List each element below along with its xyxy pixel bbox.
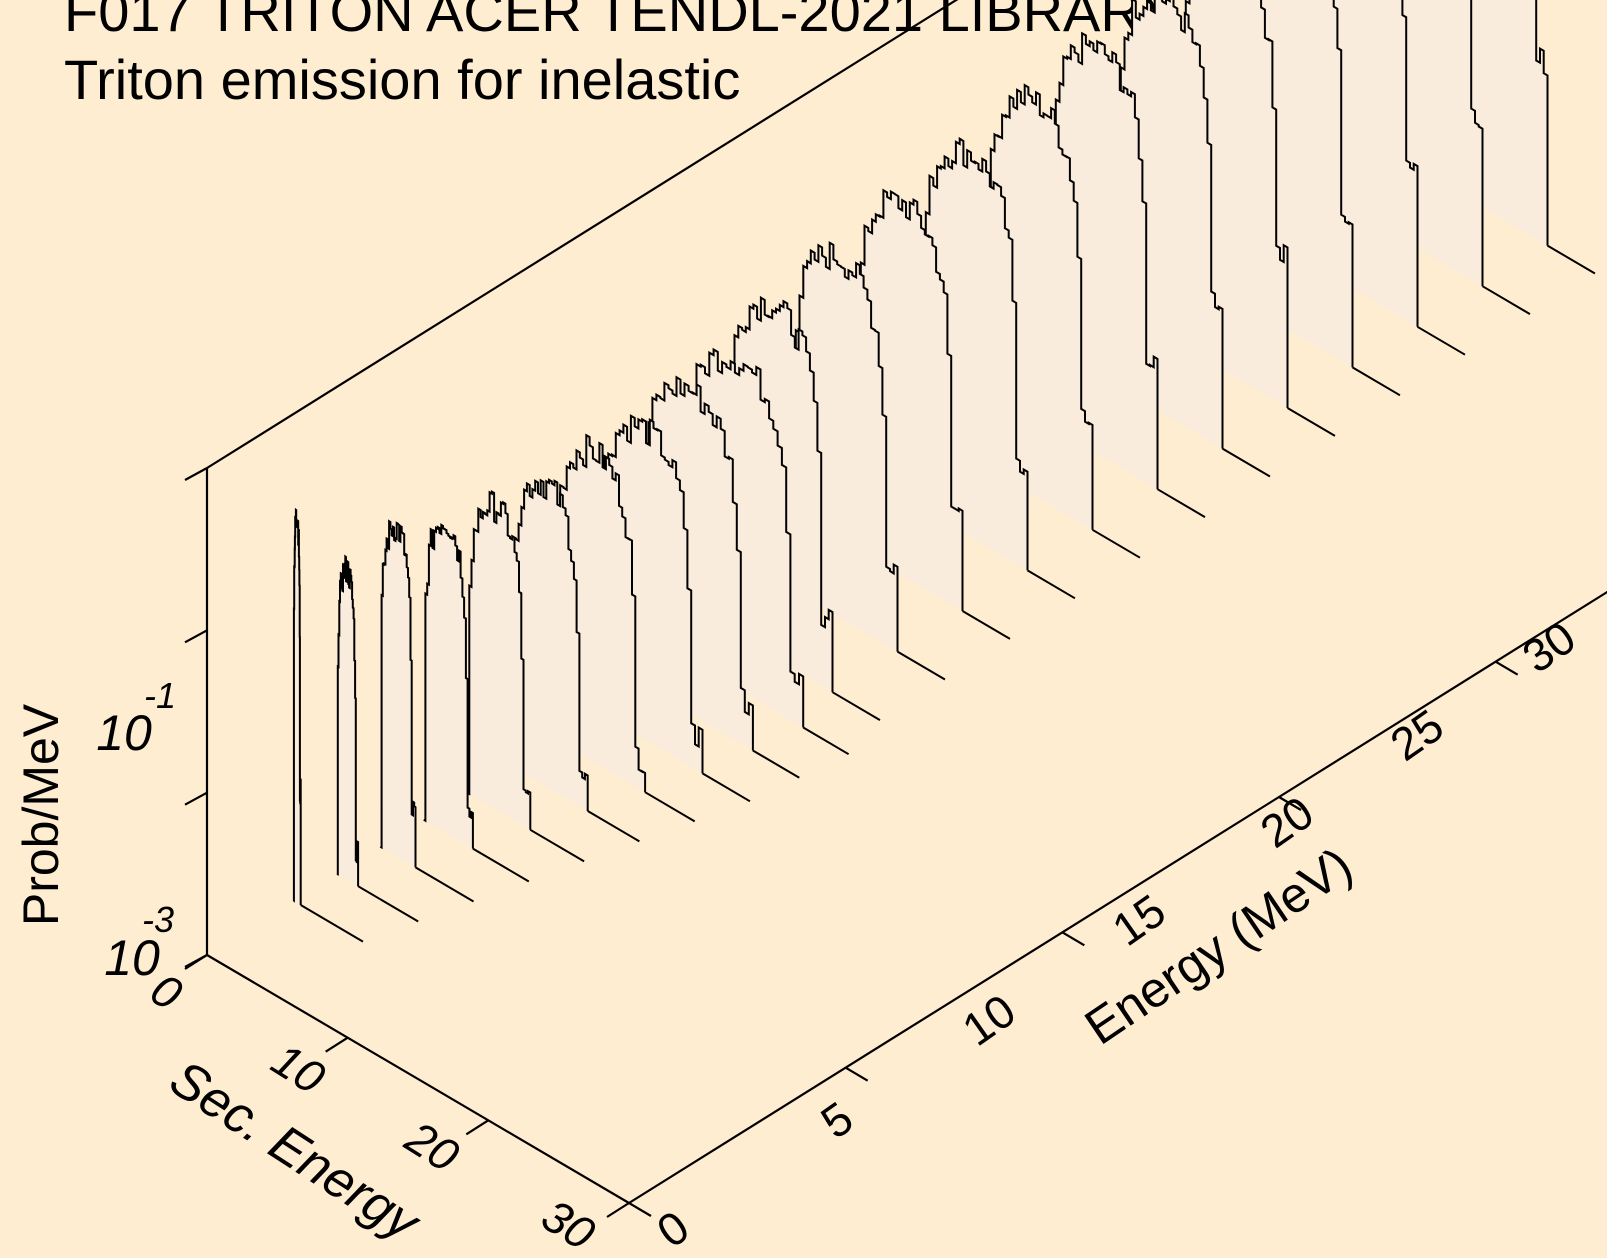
- spectrum-curve-5: [1116, 0, 1224, 449]
- spectrum-baseline-6: [1156, 488, 1206, 518]
- y-tick-20: 20: [1251, 786, 1323, 858]
- spectrum-baseline-10: [896, 650, 946, 681]
- z-tick-upper-base: 10: [96, 705, 152, 761]
- spectrum-curve-15: [553, 433, 647, 793]
- chart-subtitle: Triton emission for inelastic: [64, 48, 741, 111]
- spectrum-baseline-3: [1351, 366, 1401, 397]
- spectrum-baseline-8: [1026, 569, 1076, 600]
- z-tick-mark-0: [184, 954, 208, 968]
- spectrum-fill-19: [380, 521, 416, 868]
- spectrum-baseline-2: [1416, 325, 1466, 356]
- x-tick-10: 10: [263, 1033, 334, 1104]
- y-tick-15: 15: [1103, 884, 1175, 956]
- y-tick-mark-10: [1061, 931, 1085, 947]
- spectra-layer: [292, 0, 1596, 943]
- spectrum-curve-16: [509, 478, 589, 811]
- spectrum-baseline-11: [831, 691, 881, 721]
- z-axis-label: Prob/MeV: [13, 703, 69, 926]
- spectrum-baseline-17: [529, 828, 585, 863]
- spectrum-baseline-5: [1221, 447, 1271, 478]
- spectrum-curve-9: [856, 188, 964, 611]
- spectrum-curve-11: [726, 295, 834, 693]
- spectrum-baseline-1: [1481, 285, 1531, 315]
- y-tick-mark-5: [845, 1066, 869, 1082]
- spectrum-baseline-0: [1546, 244, 1596, 275]
- spectrum-baseline-12: [802, 726, 850, 756]
- spectrum-baseline-16: [587, 810, 640, 843]
- back-wall-top-edge: [206, 0, 959, 469]
- spectrum-curve-12: [683, 347, 805, 728]
- spectrum-curve-8: [921, 136, 1029, 571]
- z-tick-mark-2: [184, 629, 208, 644]
- y-tick-mark-15: [1278, 796, 1302, 811]
- spectrum-baseline-21: [300, 904, 364, 943]
- spectrum-baseline-18: [472, 847, 530, 883]
- z-tick-lower-base: 10: [104, 930, 160, 986]
- spectrum-fill-17: [467, 491, 531, 830]
- z-tick-mark-3: [184, 467, 208, 481]
- z-tick-lower-exponent: -3: [142, 899, 174, 940]
- x-tick-30: 30: [533, 1189, 604, 1258]
- z-tick-lower: 10 -3: [104, 899, 174, 986]
- y-tick-25: 25: [1381, 699, 1453, 771]
- spectrum-curve-4: [1181, 0, 1289, 408]
- spectrum-curve-6: [1051, 31, 1159, 490]
- y-tick-5: 5: [811, 1091, 862, 1148]
- z-tick-upper: 10 -1: [96, 675, 176, 761]
- spectrum-curve-14: [596, 414, 704, 774]
- y-tick-0: 0: [647, 1200, 698, 1257]
- x-tick-mark-10: [325, 1036, 349, 1053]
- spectrum-curve-13: [639, 375, 754, 751]
- spectrum-curve-7: [986, 83, 1094, 530]
- spectrum-fill-18: [423, 524, 473, 849]
- spectrum-fill-20: [337, 556, 359, 887]
- spectrum-baseline-9: [961, 610, 1011, 640]
- spectrum-curve-3: [1246, 0, 1354, 368]
- tick-layer: [184, 467, 1519, 1218]
- x-axis-line: [206, 954, 630, 1204]
- x-tick-20: 20: [396, 1110, 468, 1182]
- x-tick-mark-30: [606, 1202, 630, 1218]
- spectrum-curve-20: [336, 554, 360, 887]
- spectrum-curve-21: [292, 507, 302, 905]
- spectrum-curve-19: [379, 519, 417, 868]
- z-tick-upper-exponent: -1: [144, 675, 176, 716]
- y-tick-30: 30: [1513, 611, 1585, 683]
- spectrum-baseline-13: [752, 749, 800, 779]
- spectrum-baseline-20: [357, 885, 419, 923]
- spectrum-curve-18: [423, 523, 474, 849]
- spectrum-baseline-7: [1091, 528, 1141, 559]
- spectrum-baseline-4: [1286, 407, 1336, 437]
- spectrum-baseline-19: [414, 866, 475, 903]
- spectrum-baseline-14: [701, 772, 751, 803]
- x-tick-mark-20: [465, 1119, 489, 1136]
- spectrum-curve-10: [791, 240, 899, 652]
- spectrum-baseline-15: [644, 791, 696, 823]
- z-tick-mark-1: [184, 791, 208, 806]
- y-axis-label: Energy (MeV): [1075, 836, 1362, 1055]
- spectrum-curve-17: [466, 489, 532, 830]
- y-tick-mark-20: [1495, 660, 1519, 676]
- y-tick-mark-0: [628, 1202, 652, 1217]
- spectrum-fill-16: [510, 479, 588, 811]
